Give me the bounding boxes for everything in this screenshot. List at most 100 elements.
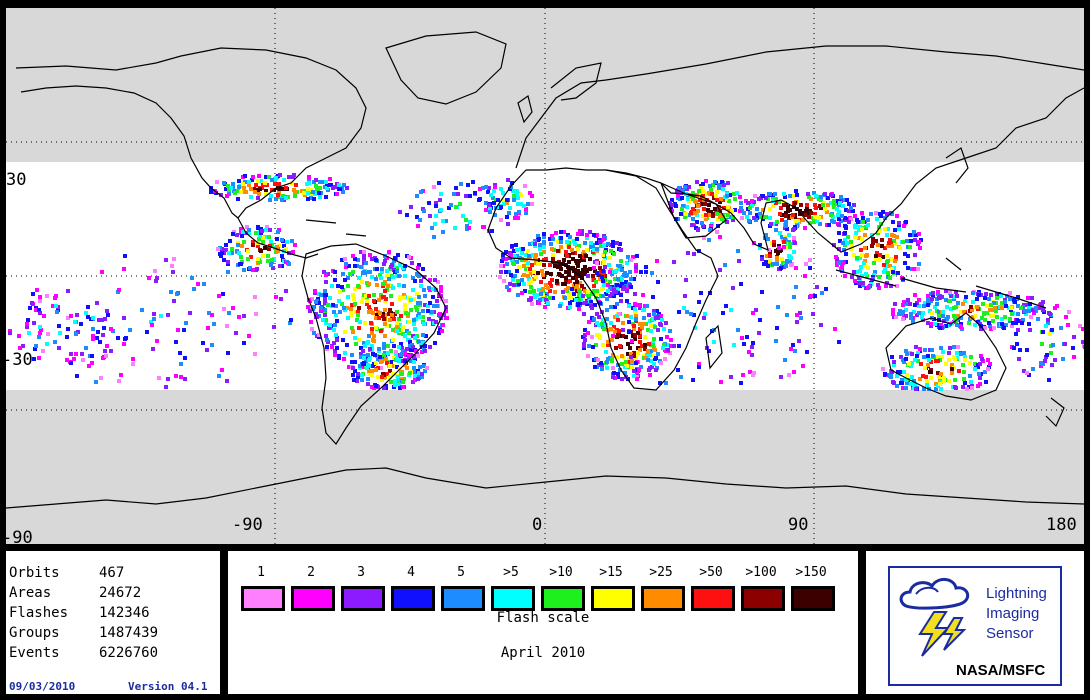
flash-cell: [265, 225, 269, 229]
flash-cell: [367, 358, 371, 362]
flash-cell: [621, 321, 625, 325]
flash-cell: [913, 358, 917, 362]
flash-cell: [324, 273, 328, 277]
flash-cell: [275, 245, 279, 249]
flash-cell: [75, 374, 79, 378]
flash-cell: [468, 220, 472, 224]
flash-cell: [567, 273, 571, 277]
flash-cell: [959, 310, 963, 314]
flash-cell: [909, 239, 913, 243]
flash-cell: [768, 216, 772, 220]
flash-cell: [722, 206, 726, 210]
flash-cell: [866, 266, 870, 270]
flash-cell: [353, 257, 357, 261]
flash-cell: [955, 351, 959, 355]
flash-cell: [499, 205, 503, 209]
scale-swatch: [641, 586, 685, 611]
flash-cell: [524, 207, 528, 211]
flash-cell: [938, 294, 942, 298]
flash-cell: [736, 328, 740, 332]
flash-cell: [750, 199, 754, 203]
flash-cell: [564, 276, 568, 280]
flash-cell: [690, 223, 694, 227]
coast-japan: [945, 147, 969, 184]
flash-cell: [840, 214, 844, 218]
flash-cell: [493, 185, 497, 189]
flash-cell: [606, 242, 610, 246]
flash-cell: [720, 180, 724, 184]
flash-cell: [346, 316, 350, 320]
flash-cell: [431, 287, 435, 291]
flash-cell: [845, 198, 849, 202]
flash-cell: [437, 181, 441, 185]
scale-label: >50: [699, 565, 723, 580]
flash-cell: [537, 237, 541, 241]
flash-cell: [562, 230, 566, 234]
flash-cell: [288, 321, 292, 325]
flash-cell: [852, 253, 856, 257]
stat-groups: Groups 1487439: [9, 625, 158, 641]
scale-label: >150: [795, 565, 827, 580]
flash-cell: [75, 313, 79, 317]
flash-cell: [417, 374, 421, 378]
flash-cell: [827, 223, 831, 227]
flash-cell: [926, 354, 930, 358]
flash-cell: [893, 242, 897, 246]
flash-cell: [837, 231, 841, 235]
flash-cell: [405, 347, 409, 351]
flash-cell: [577, 307, 581, 311]
flash-cell: [841, 261, 845, 265]
flash-cell: [444, 309, 448, 313]
flash-cell: [860, 211, 864, 215]
flash-cell: [832, 243, 836, 247]
flash-cell: [105, 344, 109, 348]
flash-cell: [644, 265, 648, 269]
flash-cell: [1048, 332, 1052, 336]
flash-cell: [580, 232, 584, 236]
flash-cell: [695, 180, 699, 184]
flash-cell: [680, 196, 684, 200]
flash-cell: [601, 253, 605, 257]
flash-cell: [533, 242, 537, 246]
flash-cell: [157, 376, 161, 380]
flash-cell: [939, 387, 943, 391]
flash-cell: [154, 279, 158, 283]
flash-cell: [131, 357, 135, 361]
flash-cell: [627, 330, 631, 334]
flash-cell: [456, 192, 460, 196]
lis-logo: Lightning Imaging Sensor NASA/MSFC: [888, 566, 1062, 686]
scale-label: 5: [457, 565, 465, 580]
flash-cell: [505, 198, 509, 202]
flash-cell: [902, 360, 906, 364]
flash-cell: [677, 186, 681, 190]
flash-cell: [788, 242, 792, 246]
flash-cell: [738, 209, 742, 213]
flash-cell: [568, 235, 572, 239]
flash-cell: [350, 353, 354, 357]
flash-cell: [892, 239, 896, 243]
flash-cell: [922, 304, 926, 308]
flash-cell: [1039, 302, 1043, 306]
flash-cell: [902, 224, 906, 228]
flash-cell: [686, 251, 690, 255]
flash-cell: [914, 233, 918, 237]
flash-cell: [717, 205, 721, 209]
flash-cell: [589, 300, 593, 304]
flash-cell: [505, 262, 509, 266]
flash-cell: [229, 186, 233, 190]
flash-cell: [400, 352, 404, 356]
flash-cell: [537, 262, 541, 266]
flash-cell: [725, 220, 729, 224]
flash-cell: [1049, 351, 1053, 355]
flash-cell: [38, 331, 42, 335]
flash-cell: [792, 250, 796, 254]
flash-cell: [930, 348, 934, 352]
flash-cell: [266, 254, 270, 258]
flash-cell: [372, 293, 376, 297]
flash-cell: [573, 242, 577, 246]
flash-cell: [37, 356, 41, 360]
flash-cell: [277, 182, 281, 186]
flash-cell: [616, 318, 620, 322]
flash-cell: [310, 297, 314, 301]
flash-cell: [731, 215, 735, 219]
